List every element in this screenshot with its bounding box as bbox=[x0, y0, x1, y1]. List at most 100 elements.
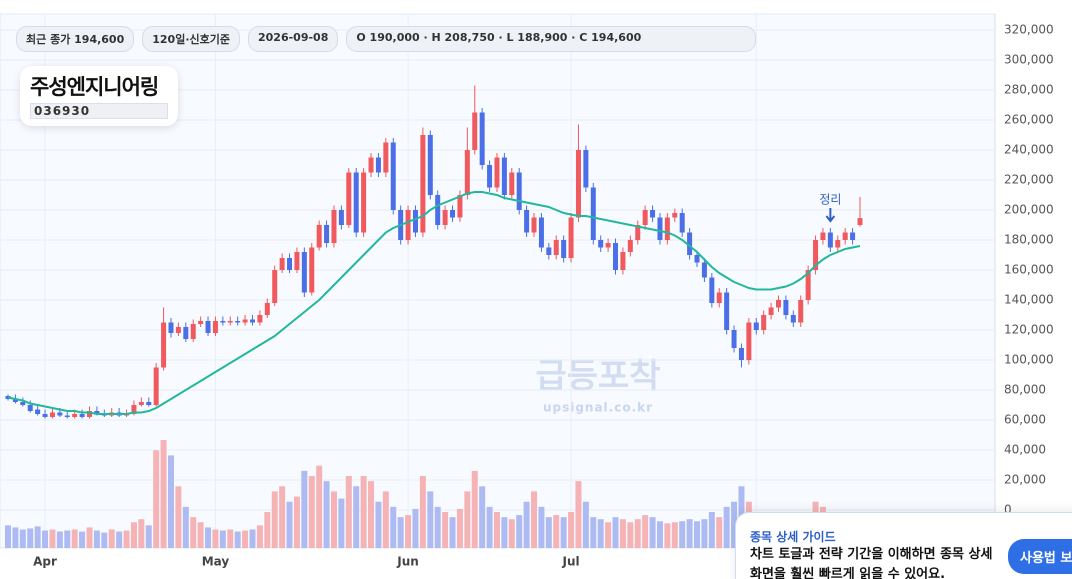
volume-bar bbox=[190, 517, 197, 548]
volume-bar bbox=[427, 491, 434, 548]
candle-body bbox=[227, 321, 233, 323]
candle-body bbox=[568, 217, 574, 258]
volume-bar bbox=[619, 519, 626, 548]
candle-body bbox=[768, 307, 774, 315]
candle-body bbox=[664, 217, 670, 240]
volume-bar bbox=[167, 455, 174, 548]
volume-bar bbox=[212, 529, 219, 548]
candle-body bbox=[738, 348, 744, 360]
volume-bar bbox=[27, 528, 34, 548]
volume-bar bbox=[627, 522, 634, 548]
volume-bar bbox=[219, 530, 226, 548]
y-tick-label: 220,000 bbox=[1004, 173, 1054, 187]
candle-body bbox=[72, 414, 78, 417]
volume-bar bbox=[634, 519, 641, 548]
candle-body bbox=[361, 172, 367, 233]
candle-body bbox=[487, 165, 493, 188]
candle-body bbox=[168, 322, 174, 333]
candle-body bbox=[524, 210, 530, 233]
candle-body bbox=[183, 327, 189, 339]
volume-bar bbox=[5, 525, 11, 548]
candle-body bbox=[457, 195, 463, 218]
candle-body bbox=[212, 321, 218, 333]
volume-bar bbox=[553, 515, 560, 548]
candle-body bbox=[375, 157, 381, 173]
volume-bar bbox=[130, 522, 137, 548]
candle-body bbox=[598, 240, 604, 248]
candle-body bbox=[175, 327, 181, 333]
volume-bar bbox=[605, 522, 612, 548]
candle-body bbox=[146, 402, 152, 405]
candle-body bbox=[153, 367, 159, 405]
x-tick-label: May bbox=[202, 555, 230, 569]
candle-body bbox=[368, 157, 374, 173]
candle-body bbox=[301, 252, 307, 293]
y-tick-label: 60,000 bbox=[1004, 413, 1046, 427]
candle-body bbox=[464, 150, 470, 195]
stock-name: 주성엔지니어링 bbox=[30, 75, 159, 99]
candle-body bbox=[331, 210, 337, 243]
volume-bar bbox=[479, 486, 486, 548]
y-tick-label: 260,000 bbox=[1004, 113, 1054, 127]
volume-bar bbox=[323, 481, 330, 548]
volume-bar bbox=[160, 440, 167, 548]
candle-body bbox=[242, 319, 248, 323]
volume-bar bbox=[79, 531, 86, 548]
volume-bar bbox=[642, 515, 649, 548]
candle-body bbox=[716, 292, 722, 303]
volume-bar bbox=[708, 512, 715, 548]
volume-bar bbox=[664, 523, 671, 548]
volume-bar bbox=[397, 517, 404, 548]
volume-bar bbox=[116, 531, 123, 548]
candle-body bbox=[79, 414, 85, 417]
candle-body bbox=[353, 172, 359, 233]
volume-bar bbox=[731, 501, 738, 548]
candle-body bbox=[761, 315, 767, 330]
candle-body bbox=[620, 252, 626, 270]
guide-text: 차트 토글과 전략 기간을 이해하면 종목 상세 화면을 훨씬 빠르게 읽을 수… bbox=[750, 547, 993, 579]
candle-body bbox=[338, 210, 344, 225]
x-tick-label: Jul bbox=[561, 555, 579, 569]
candle-body bbox=[35, 409, 41, 414]
volume-bar bbox=[42, 530, 49, 548]
volume-bar bbox=[368, 481, 375, 548]
guide-button[interactable]: 사용법 보기 bbox=[1008, 539, 1072, 574]
candle-body bbox=[546, 247, 552, 255]
candle-body bbox=[850, 232, 856, 240]
volume-bar bbox=[123, 530, 130, 548]
volume-bar bbox=[71, 529, 78, 548]
candle-body bbox=[805, 270, 811, 300]
candle-body bbox=[235, 321, 241, 323]
candle-body bbox=[538, 217, 544, 248]
candle-body bbox=[790, 315, 796, 323]
candle-body bbox=[746, 322, 752, 360]
volume-bar bbox=[694, 521, 701, 548]
volume-bar bbox=[234, 531, 241, 548]
candle-body bbox=[442, 210, 448, 225]
candle-body bbox=[724, 292, 730, 330]
volume-bar bbox=[345, 476, 352, 548]
volume-bar bbox=[360, 476, 367, 548]
volume-bar bbox=[442, 512, 449, 548]
candle-body bbox=[20, 402, 26, 405]
candle-body bbox=[501, 157, 507, 195]
volume-bar bbox=[582, 501, 589, 548]
volume-bar bbox=[56, 531, 63, 548]
volume-bar bbox=[64, 530, 71, 548]
y-tick-label: 240,000 bbox=[1004, 143, 1054, 157]
volume-bar bbox=[508, 519, 515, 548]
candle-body bbox=[627, 240, 633, 252]
candle-body bbox=[701, 262, 707, 278]
stock-code: 036930 bbox=[30, 103, 168, 119]
candle-body bbox=[650, 210, 656, 218]
candle-body bbox=[783, 300, 789, 315]
y-tick-label: 140,000 bbox=[1004, 293, 1054, 307]
volume-bar bbox=[256, 525, 263, 548]
guide-title: 종목 상세 가이드 bbox=[750, 530, 836, 544]
candle-body bbox=[220, 321, 226, 323]
candle-body bbox=[294, 252, 300, 270]
candle-body bbox=[86, 411, 92, 417]
volume-bar bbox=[175, 486, 182, 548]
volume-bar bbox=[249, 529, 256, 548]
